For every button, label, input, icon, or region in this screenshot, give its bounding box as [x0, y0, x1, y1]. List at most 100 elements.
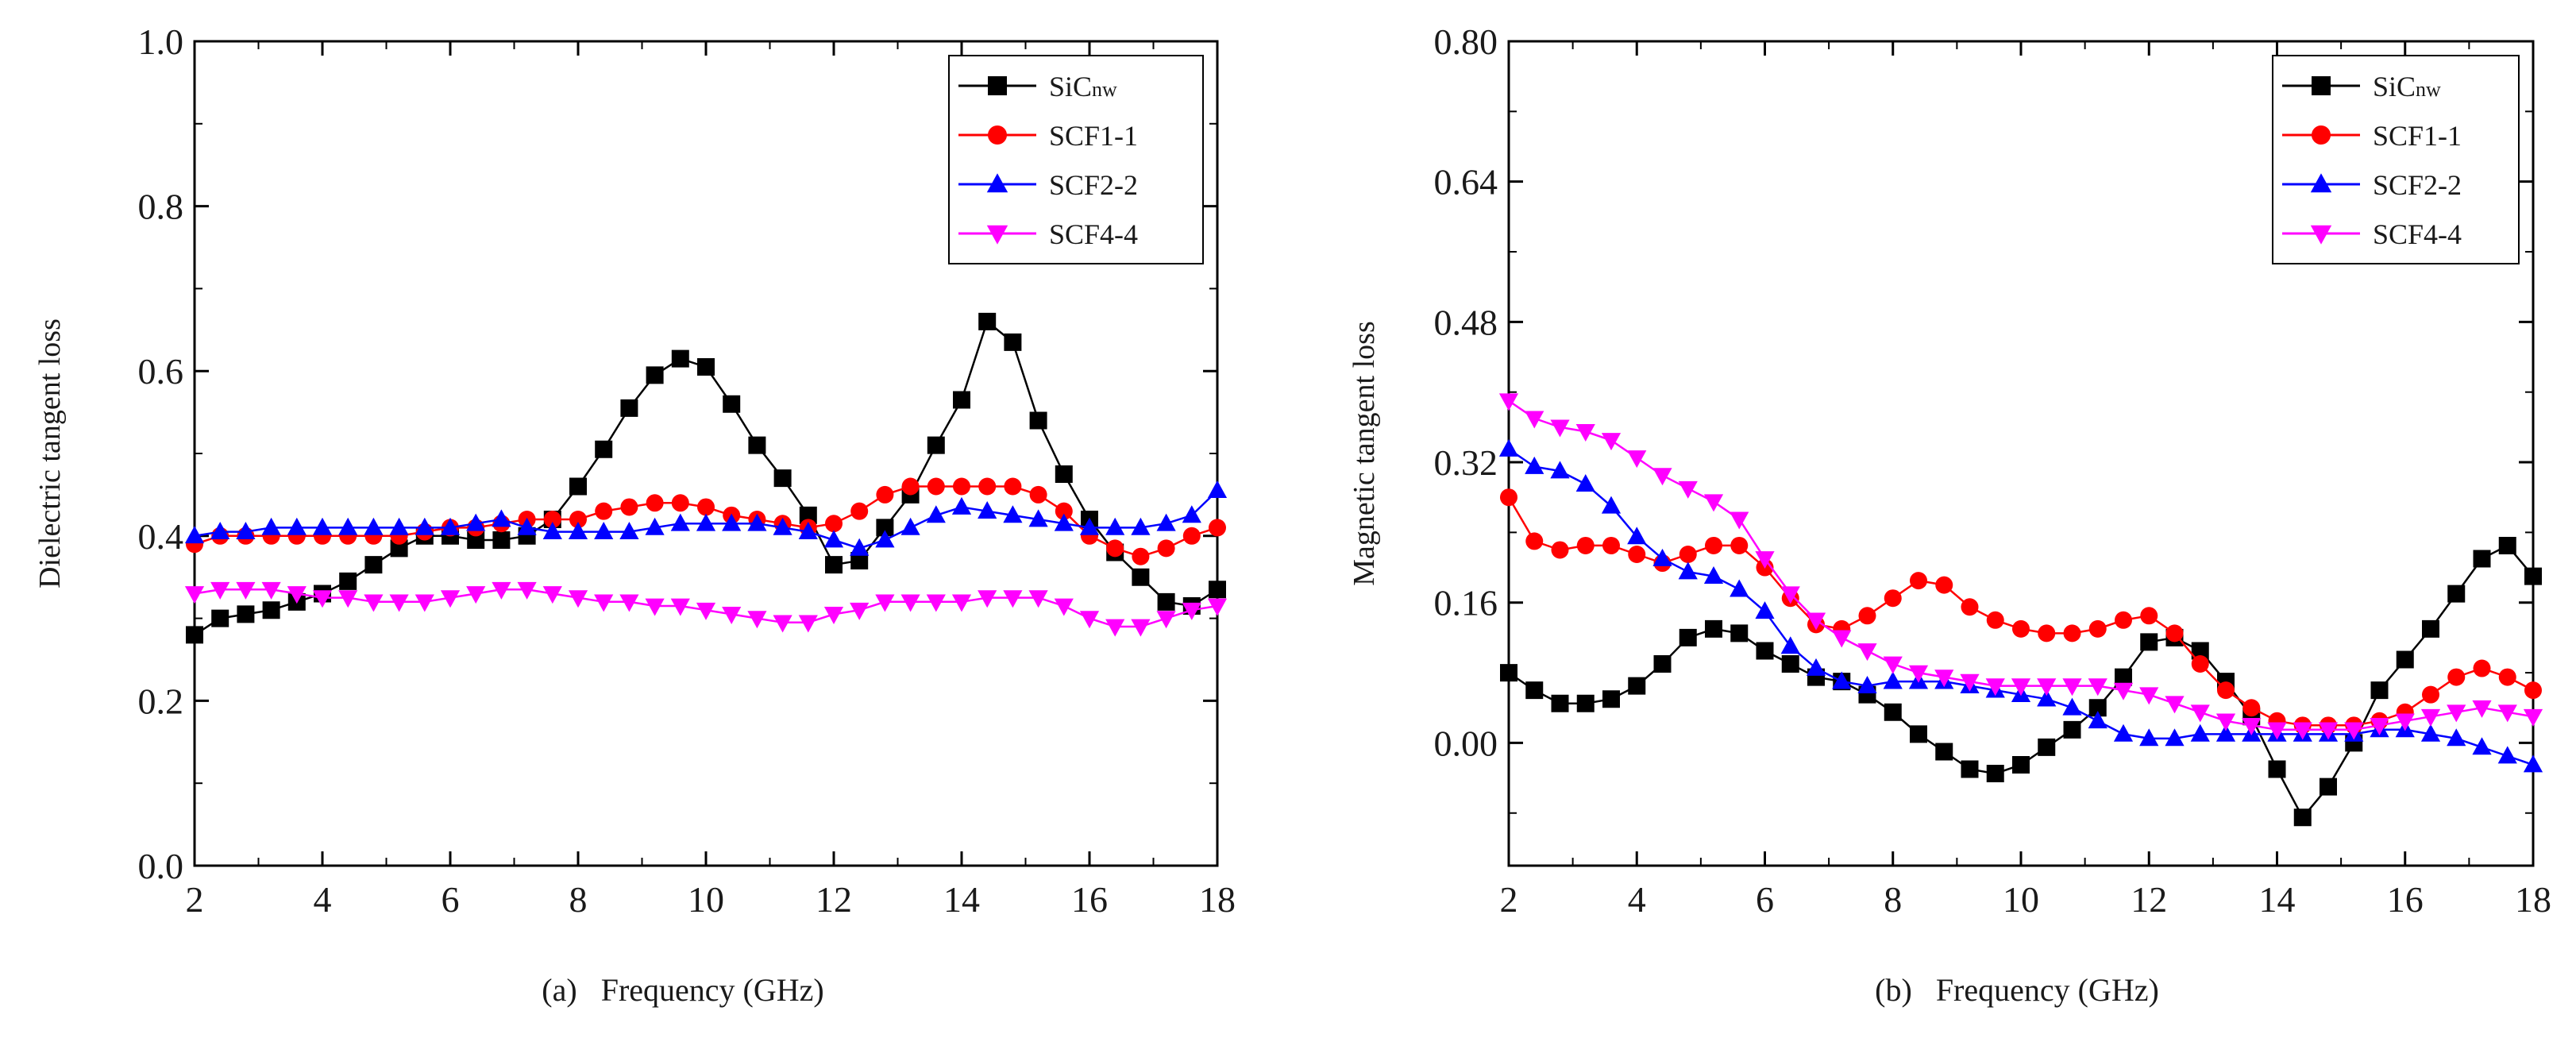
data-point: [364, 594, 384, 612]
series-scf2-2: [184, 480, 1228, 556]
data-point: [823, 607, 844, 625]
data-point: [1628, 677, 1646, 695]
data-point: [1780, 636, 1800, 654]
data-point: [2190, 724, 2210, 742]
data-point: [2447, 704, 2466, 723]
data-point: [262, 601, 280, 619]
series-scf4-4: [184, 581, 1228, 637]
data-point: [1627, 450, 1647, 469]
data-point: [1498, 438, 1519, 457]
x-axis-caption: (a) Frequency (GHz): [542, 972, 823, 1008]
data-point: [1576, 536, 1595, 554]
data-point: [1730, 624, 1749, 642]
y-tick-label: 0.32: [1434, 442, 1498, 483]
data-point: [2370, 681, 2389, 700]
data-point: [875, 594, 895, 612]
data-point: [978, 590, 997, 608]
x-tick-label: 16: [1071, 879, 1108, 920]
data-point: [2011, 678, 2031, 697]
data-point: [2038, 624, 2056, 642]
data-point: [2523, 754, 2543, 773]
data-point: [1755, 601, 1775, 619]
x-axis-title: Frequency (GHz): [1936, 972, 2159, 1008]
data-point: [542, 586, 562, 604]
data-point: [645, 598, 665, 616]
data-point: [927, 477, 945, 496]
series-scf4-4: [1498, 393, 2543, 740]
data-point: [1703, 494, 1724, 512]
data-point: [2267, 722, 2287, 740]
data-point: [1079, 611, 1100, 629]
data-point: [2063, 720, 2081, 739]
data-point: [1652, 548, 1672, 566]
x-tick-label: 4: [1628, 879, 1646, 920]
data-point: [594, 594, 614, 612]
data-point: [1627, 527, 1647, 545]
data-point: [2165, 728, 2185, 747]
data-point: [1551, 541, 1569, 559]
data-point: [670, 513, 690, 531]
legend-marker: [988, 125, 1007, 145]
x-axis-caption: (b) Frequency (GHz): [1875, 972, 2159, 1008]
data-point: [236, 581, 256, 600]
data-point: [1910, 572, 1927, 590]
panel-label: (a): [542, 972, 577, 1008]
data-point: [1500, 664, 1517, 682]
data-point: [1986, 765, 2004, 783]
data-point: [619, 521, 639, 539]
data-point: [184, 586, 205, 604]
data-point: [2037, 678, 2057, 697]
data-point: [1601, 433, 1622, 451]
x-tick-label: 14: [943, 879, 980, 920]
data-point: [1029, 485, 1047, 504]
data-point: [1132, 547, 1150, 565]
data-point: [2422, 619, 2439, 638]
data-point: [1908, 665, 1929, 683]
data-point: [517, 517, 537, 535]
data-point: [2242, 717, 2262, 735]
data-point: [2088, 711, 2107, 729]
y-tick-label: 0.0: [138, 846, 184, 886]
data-point: [1029, 411, 1047, 430]
data-point: [645, 517, 665, 535]
data-point: [2396, 650, 2414, 669]
data-point: [1678, 561, 1698, 580]
legend-label: SiCnw: [1049, 71, 1117, 102]
data-point: [595, 440, 613, 458]
data-point: [875, 530, 895, 548]
x-tick-label: 8: [569, 879, 588, 920]
x-tick-label: 2: [186, 879, 204, 920]
data-point: [1679, 628, 1697, 646]
data-point: [2268, 760, 2286, 778]
data-point: [978, 312, 997, 330]
data-point: [2215, 713, 2236, 731]
data-point: [1781, 655, 1799, 673]
data-point: [2038, 738, 2056, 756]
data-point: [2115, 668, 2132, 686]
data-point: [2012, 756, 2030, 774]
data-point: [312, 590, 333, 608]
data-point: [2139, 687, 2159, 705]
y-tick-label: 0.4: [138, 516, 184, 557]
data-point: [1551, 694, 1569, 712]
data-point: [1131, 517, 1151, 535]
data-point: [186, 626, 203, 644]
x-tick-label: 12: [2131, 879, 2167, 920]
data-point: [1003, 590, 1023, 608]
data-point: [951, 594, 972, 612]
data-point: [569, 477, 587, 496]
data-point: [1575, 424, 1595, 442]
data-point: [2113, 724, 2134, 742]
data-point: [339, 572, 357, 590]
data-point: [2497, 746, 2517, 764]
data-point: [1207, 598, 1228, 616]
x-axis-title: Frequency (GHz): [601, 972, 824, 1008]
data-point: [466, 586, 486, 604]
data-point: [1780, 586, 1800, 604]
y-tick-label: 0.00: [1434, 723, 1498, 763]
data-point: [1858, 607, 1876, 625]
x-tick-label: 18: [2515, 879, 2551, 920]
data-point: [1500, 488, 1517, 507]
data-point: [2422, 685, 2439, 704]
